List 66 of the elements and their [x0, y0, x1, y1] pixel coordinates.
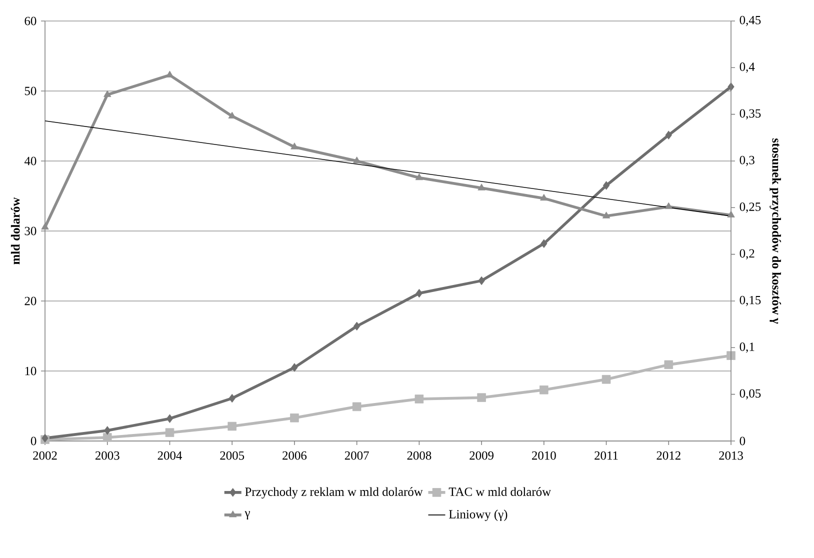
y2-tick-label: 0,1: [740, 342, 754, 353]
point: [540, 239, 548, 248]
y2-tick-label: 0,15: [740, 296, 761, 306]
legend-label: Przychody z reklam w mld dolarów: [245, 487, 423, 499]
point: [165, 428, 174, 437]
x-tick-label: 2010: [532, 451, 556, 460]
legend-label: TAC w mld dolarów: [448, 487, 551, 496]
y-tick-label: 30: [24, 226, 36, 236]
point: [104, 426, 111, 435]
x-tick-label: 2002: [33, 451, 57, 460]
x-tick-label: 2003: [95, 451, 120, 460]
x-tick-label: 2011: [594, 451, 618, 460]
point: [291, 363, 298, 372]
x-tick-label: 2005: [220, 451, 244, 460]
y2-tick-label: 0,3: [740, 156, 754, 166]
x-tick-label: 2009: [470, 451, 494, 460]
point: [228, 394, 236, 403]
y-tick-label: 50: [24, 86, 36, 96]
point: [664, 202, 672, 210]
y-tick-label: 40: [24, 156, 36, 166]
point: [415, 173, 424, 180]
y-tick-label: 10: [25, 366, 36, 376]
point: [478, 184, 486, 190]
point: [353, 156, 361, 164]
point: [228, 422, 236, 431]
point: [290, 142, 298, 150]
legend-label: γ: [244, 511, 250, 520]
point: [726, 351, 736, 360]
point: [540, 194, 548, 201]
point: [602, 375, 611, 384]
y2-tick-label: 0,4: [740, 62, 755, 73]
point: [478, 276, 485, 286]
y2-tick-label: 0: [740, 436, 746, 446]
y-axis-title: mld dolarów: [10, 197, 20, 264]
point: [540, 386, 548, 394]
point: [602, 212, 610, 218]
point: [477, 393, 486, 402]
point: [416, 288, 423, 298]
y2-tick-label: 0,45: [740, 16, 761, 26]
x-tick-label: 2004: [158, 451, 182, 460]
y2-tick-label: 0,35: [740, 109, 761, 120]
point: [290, 414, 299, 422]
point: [664, 360, 674, 370]
point: [353, 322, 360, 331]
y-tick-label: 0: [30, 436, 36, 446]
point: [41, 222, 49, 230]
x-tick-label: 2008: [407, 451, 432, 460]
y2-axis-title: stosunek przychodów do kosztów γ: [770, 138, 781, 324]
x-tick-label: 2006: [282, 451, 307, 460]
y-tick-label: 60: [24, 16, 36, 26]
x-tick-label: 2007: [344, 451, 369, 460]
x-tick-label: 2012: [656, 451, 680, 460]
y-tick-label: 20: [24, 296, 36, 306]
point: [665, 130, 672, 140]
x-tick-label: 2013: [719, 451, 743, 460]
legend-label: Liniowy (γ): [449, 510, 508, 522]
y2-tick-label: 0,25: [740, 202, 761, 213]
point: [352, 402, 362, 412]
y2-tick-label: 0,05: [740, 389, 761, 400]
point: [602, 181, 610, 190]
point: [166, 414, 174, 423]
point: [102, 433, 112, 442]
point: [104, 90, 112, 98]
y2-tick-label: 0,2: [740, 249, 754, 260]
point: [727, 210, 735, 218]
point: [414, 394, 424, 404]
